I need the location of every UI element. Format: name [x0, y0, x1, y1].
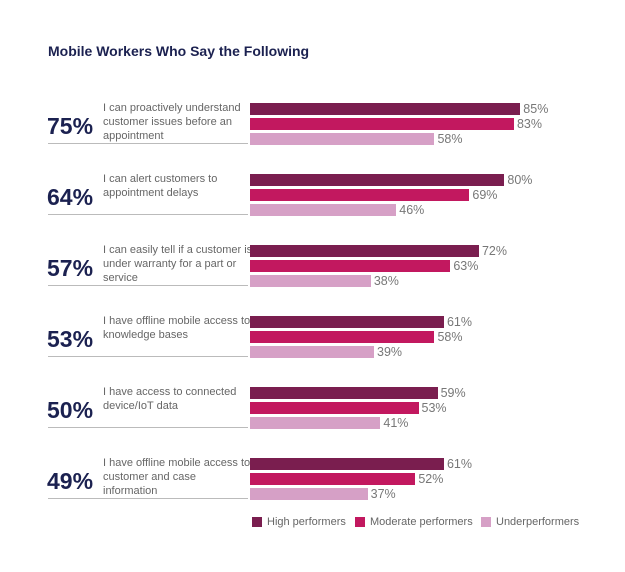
value-label: 61%	[446, 457, 472, 471]
bar	[250, 473, 416, 485]
value-label: 58%	[437, 132, 463, 146]
bar	[250, 133, 435, 145]
bar	[250, 204, 397, 216]
category-label: I can proactively understand customer is…	[103, 102, 241, 142]
value-label: 83%	[516, 117, 542, 131]
value-label: 85%	[523, 102, 549, 116]
bar	[250, 458, 444, 470]
value-label: 69%	[472, 188, 498, 202]
separator	[48, 427, 248, 428]
bar	[250, 387, 438, 399]
bar	[250, 275, 371, 287]
legend-swatch	[252, 517, 262, 527]
bar	[250, 245, 479, 257]
overall-value: 75%	[47, 113, 94, 139]
category-label: I can alert customers to appointment del…	[103, 173, 218, 199]
value-label: 72%	[481, 244, 507, 258]
legend-label: High performers	[267, 516, 346, 528]
legend-swatch	[355, 517, 365, 527]
separator	[48, 143, 248, 144]
value-label: 59%	[440, 386, 466, 400]
category-label: I have offline mobile access to customer…	[103, 457, 251, 497]
bar	[250, 189, 470, 201]
value-label: 39%	[377, 345, 403, 359]
bar	[250, 488, 368, 500]
bar	[250, 417, 381, 429]
value-label: 38%	[373, 274, 399, 288]
value-label: 80%	[507, 173, 533, 187]
value-label: 63%	[453, 259, 479, 273]
bar	[250, 331, 435, 343]
overall-value: 57%	[47, 255, 94, 281]
separator	[48, 214, 248, 215]
bar	[250, 174, 505, 186]
bar	[250, 260, 451, 272]
value-label: 46%	[399, 203, 425, 217]
overall-value: 64%	[47, 184, 94, 210]
value-label: 41%	[383, 416, 409, 430]
bar	[250, 118, 514, 130]
overall-value: 50%	[47, 397, 94, 423]
value-label: 52%	[418, 472, 444, 486]
bar	[250, 316, 444, 328]
separator	[48, 285, 248, 286]
legend-swatch	[481, 517, 491, 527]
value-label: 58%	[437, 330, 463, 344]
bar	[250, 346, 375, 358]
bar	[250, 402, 419, 414]
overall-value: 53%	[47, 326, 94, 352]
separator	[48, 356, 248, 357]
overall-value: 49%	[47, 468, 94, 494]
category-label: I have access to connected device/IoT da…	[103, 386, 237, 412]
bar	[250, 103, 521, 115]
category-label: I have offline mobile access to knowledg…	[103, 315, 251, 341]
legend-label: Underperformers	[496, 516, 580, 528]
chart-title: Mobile Workers Who Say the Following	[48, 43, 310, 59]
separator	[48, 498, 248, 499]
value-label: 61%	[446, 315, 472, 329]
value-label: 53%	[421, 401, 447, 415]
legend-label: Moderate performers	[370, 516, 473, 528]
value-label: 37%	[370, 487, 396, 501]
category-label: I can easily tell if a customer is under…	[103, 244, 253, 284]
